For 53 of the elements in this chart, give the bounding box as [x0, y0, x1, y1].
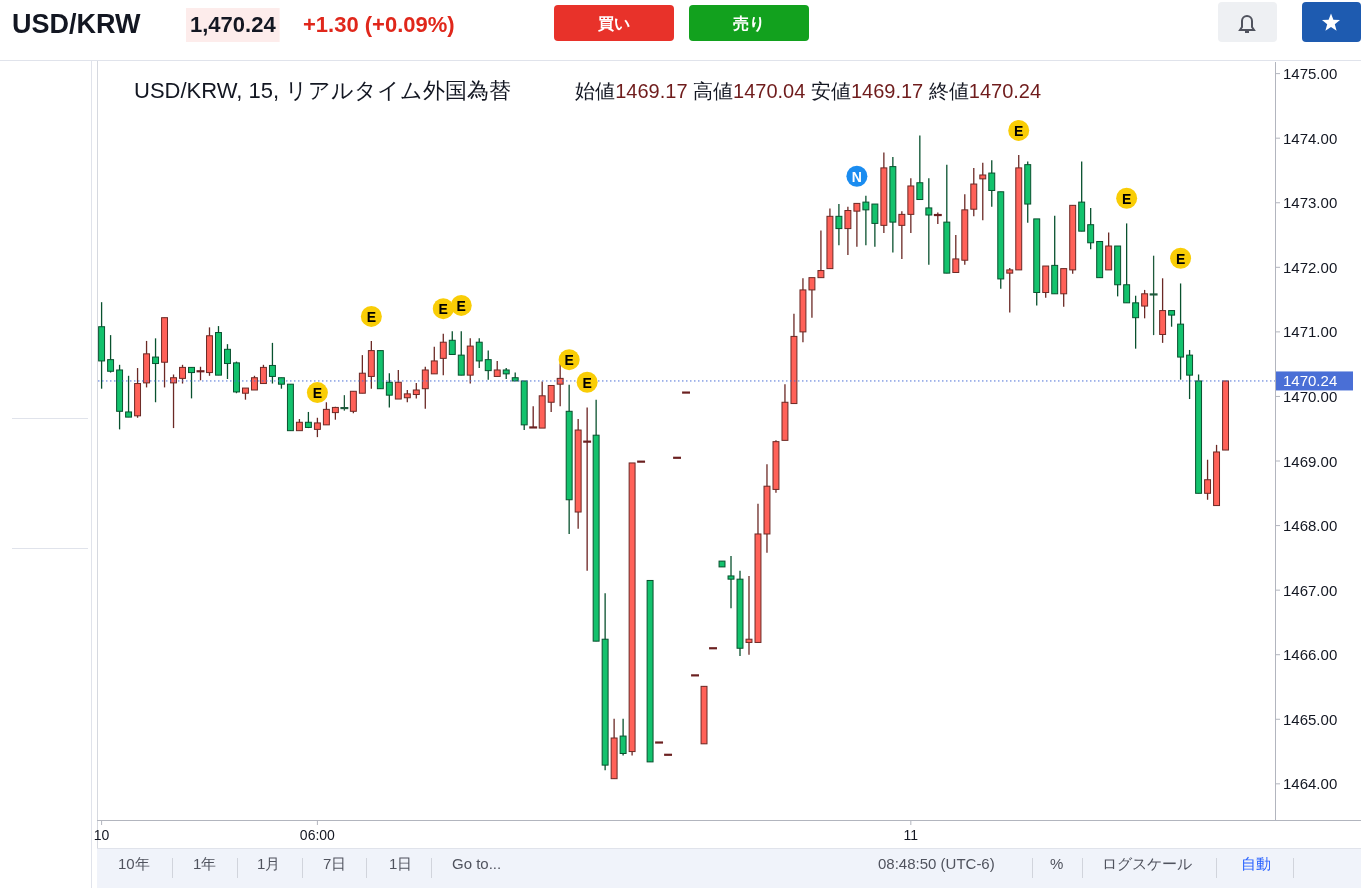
- y-tick-label: 1467.00: [1283, 581, 1338, 599]
- text: 始値1469.17 高値1470.04 安値1469.17 終値1470.24: [575, 80, 1042, 102]
- text: 10年: [118, 855, 150, 872]
- y-tick-label: 1472.00: [1283, 258, 1338, 276]
- y-tick-label: 1466.00: [1283, 646, 1338, 664]
- text: 売り: [733, 14, 765, 32]
- data-label: N: [851, 168, 862, 185]
- y-tick-label: 1468.00: [1283, 517, 1338, 535]
- event-marker: E: [306, 382, 328, 404]
- event-marker: E: [1170, 247, 1192, 269]
- event-marker: E: [558, 349, 580, 371]
- text: USD/KRW: [12, 9, 142, 39]
- y-tick-label: 1475.00: [1283, 65, 1338, 83]
- y-tick-label: 1464.00: [1283, 775, 1338, 793]
- text: %: [1050, 855, 1064, 872]
- y-tick-label: 1469.00: [1283, 452, 1338, 470]
- text: 1,470.24: [190, 12, 277, 37]
- data-label: E: [1175, 250, 1186, 267]
- text: USD/KRW, 15, リアルタイム外国為替: [134, 78, 512, 103]
- text: 自動: [1241, 855, 1271, 872]
- text: Go to...: [452, 855, 502, 872]
- event-marker: N: [846, 165, 868, 187]
- text: 1年: [193, 855, 217, 872]
- text: 1日: [389, 855, 413, 872]
- text: 1月: [257, 855, 281, 872]
- event-marker: E: [450, 294, 472, 316]
- data-label: E: [456, 297, 466, 314]
- x-tick-label: 10: [93, 827, 110, 843]
- y-tick-label: 1474.00: [1283, 129, 1338, 147]
- event-marker: E: [1116, 187, 1138, 209]
- data-label: E: [1121, 190, 1132, 207]
- y-tick-label: 1470.00: [1283, 387, 1338, 405]
- data-label: E: [582, 374, 592, 391]
- y-tick-label: 1471.00: [1283, 323, 1338, 341]
- event-marker: E: [432, 298, 454, 320]
- data-label: E: [366, 308, 377, 325]
- text: 08:48:50 (UTC-6): [878, 855, 995, 872]
- data-label: E: [1014, 122, 1024, 139]
- data-label: E: [312, 385, 323, 402]
- event-marker: E: [576, 371, 598, 393]
- y-tick-label: 1473.00: [1283, 194, 1338, 212]
- text: 買い: [597, 14, 630, 32]
- x-tick-label: 06:00: [299, 827, 336, 843]
- y-tick-label: 1465.00: [1283, 710, 1338, 728]
- x-tick-label: 11: [903, 827, 919, 843]
- text: 7日: [323, 855, 347, 872]
- data-label: E: [564, 352, 574, 369]
- text: +1.30 (+0.09%): [303, 12, 455, 37]
- event-marker: E: [1008, 119, 1030, 141]
- data-label: E: [438, 301, 448, 318]
- text: ログスケール: [1102, 855, 1192, 872]
- ref-line-label: 1470.24: [1283, 372, 1338, 390]
- event-marker: E: [360, 305, 382, 327]
